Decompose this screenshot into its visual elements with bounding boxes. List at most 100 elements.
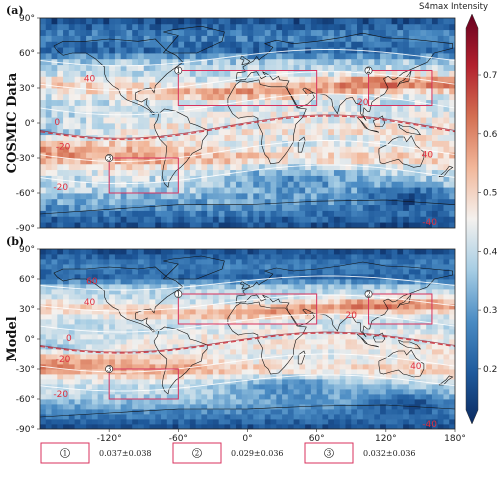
heatmap-cell <box>172 394 179 400</box>
heatmap-cell <box>437 414 444 420</box>
heatmap-cell <box>374 399 381 405</box>
heatmap-cell <box>316 58 323 66</box>
heatmap-cell <box>74 111 81 118</box>
heatmap-cell <box>63 339 70 345</box>
heatmap-cell <box>184 424 191 429</box>
heatmap-cell <box>51 152 58 159</box>
heatmap-cell <box>426 23 433 31</box>
heatmap-cell <box>161 64 168 71</box>
heatmap-cell <box>114 193 122 200</box>
heatmap-cell <box>316 289 323 295</box>
heatmap-cell <box>63 111 70 118</box>
heatmap-cell <box>247 309 254 315</box>
heatmap-cell <box>380 374 387 380</box>
heatmap-cell <box>397 374 404 380</box>
heatmap-cell <box>172 419 179 425</box>
heatmap-cell <box>63 324 70 330</box>
heatmap-cell <box>293 409 300 415</box>
heatmap-cell <box>391 175 398 182</box>
heatmap-cell <box>40 111 47 118</box>
heatmap-cell <box>328 88 335 95</box>
heatmap-cell <box>351 222 358 228</box>
heatmap-cell <box>189 41 197 48</box>
heatmap-cell <box>408 169 416 176</box>
heatmap-cell <box>189 111 197 118</box>
heatmap-cell <box>259 364 266 370</box>
heatmap-cell <box>287 374 295 380</box>
heatmap-cell <box>172 204 179 211</box>
heatmap-cell <box>253 344 260 350</box>
heatmap-cell <box>184 344 191 350</box>
heatmap-cell <box>207 344 214 350</box>
heatmap-cell <box>293 344 300 350</box>
heatmap-cell <box>449 344 455 350</box>
heatmap-cell <box>57 70 64 77</box>
heatmap-cell <box>408 88 416 95</box>
heatmap-cell <box>357 329 364 335</box>
heatmap-cell <box>235 414 243 420</box>
heatmap-cell <box>333 359 341 365</box>
heatmap-cell <box>126 324 133 330</box>
heatmap-cell <box>57 384 64 390</box>
heatmap-cell <box>218 204 225 211</box>
heatmap-cell <box>178 324 185 330</box>
heatmap-cell <box>316 299 323 305</box>
heatmap-cell <box>218 289 225 295</box>
heatmap-cell <box>207 47 214 54</box>
heatmap-cell <box>351 117 358 124</box>
heatmap-cell <box>149 399 156 405</box>
heatmap-cell <box>91 70 99 77</box>
heatmap-cell <box>420 216 427 223</box>
heatmap-cell <box>63 105 70 112</box>
heatmap-cell <box>184 414 191 420</box>
heatmap-cell <box>120 354 127 360</box>
heatmap-cell <box>443 181 450 188</box>
heatmap-cell <box>201 404 208 410</box>
heatmap-cell <box>368 399 375 405</box>
heatmap-cell <box>397 329 404 335</box>
heatmap-cell <box>380 289 387 295</box>
heatmap-cell <box>80 419 87 425</box>
heatmap-cell <box>322 76 329 83</box>
heatmap-cell <box>426 93 433 101</box>
heatmap-cell <box>437 29 444 36</box>
heatmap-cell <box>161 329 168 335</box>
heatmap-cell <box>161 374 168 380</box>
heatmap-cell <box>212 88 220 95</box>
heatmap-cell <box>68 222 75 228</box>
heatmap-cell <box>385 47 392 54</box>
heatmap-cell <box>161 53 168 60</box>
heatmap-cell <box>345 359 352 365</box>
heatmap-cell <box>80 299 87 305</box>
heatmap-cell <box>380 344 387 350</box>
heatmap-cell <box>63 279 70 285</box>
heatmap-cell <box>391 424 398 429</box>
heatmap-cell <box>247 304 254 310</box>
heatmap-cell <box>247 279 254 285</box>
heatmap-cell <box>137 123 145 130</box>
heatmap-cell <box>339 23 346 31</box>
heatmap-cell <box>241 359 248 365</box>
heatmap-cell <box>114 222 122 228</box>
heatmap-cell <box>368 41 375 48</box>
heatmap-cell <box>51 319 58 325</box>
heatmap-cell <box>40 394 47 400</box>
heatmap-cell <box>293 187 300 194</box>
heatmap-cell <box>351 304 358 310</box>
heatmap-cell <box>91 82 99 89</box>
heatmap-cell <box>374 70 381 77</box>
heatmap-cell <box>218 324 225 330</box>
heatmap-cell <box>224 70 231 77</box>
heatmap-cell <box>351 344 358 350</box>
heatmap-cell <box>143 111 150 118</box>
heatmap-cell <box>184 76 191 83</box>
heatmap-cell <box>184 324 191 330</box>
heatmap-cell <box>351 169 358 176</box>
heatmap-cell <box>345 23 352 31</box>
heatmap-cell <box>80 344 87 350</box>
heatmap-cell <box>137 88 145 95</box>
heatmap-cell <box>149 264 156 270</box>
heatmap-cell <box>143 41 150 48</box>
heatmap-cell <box>241 424 248 429</box>
heatmap-cell <box>310 349 318 355</box>
